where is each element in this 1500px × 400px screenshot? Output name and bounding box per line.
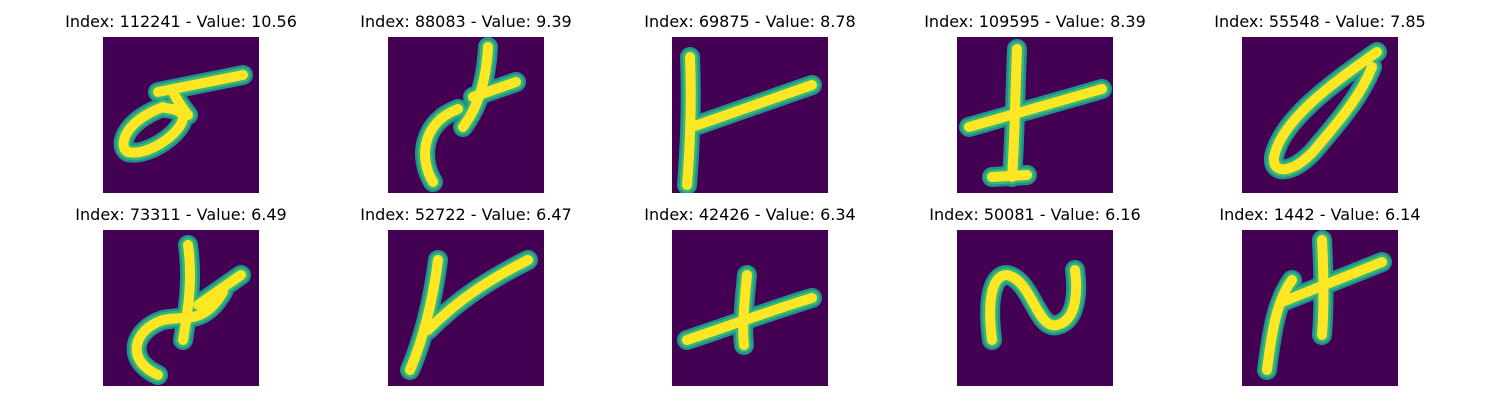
digit-image-svg (103, 37, 259, 193)
digit-image (672, 230, 828, 386)
digit-image (1242, 230, 1398, 386)
digit-image (957, 230, 1113, 386)
digit-image-svg (1242, 37, 1398, 193)
glyph-stroke (420, 104, 463, 187)
glyph-stroke (985, 265, 1082, 345)
digit-image-svg (957, 37, 1113, 193)
glyph-stroke (1317, 235, 1329, 340)
digit-image (388, 230, 544, 386)
panel-title: Index: 1442 - Value: 6.14 (1219, 205, 1421, 224)
panel-title: Index: 109595 - Value: 8.39 (924, 12, 1146, 31)
digit-image (957, 37, 1113, 193)
glyph-stroke (1269, 47, 1382, 175)
glyph-stroke (987, 170, 1032, 182)
glyph-stroke (405, 255, 443, 375)
glyph-stroke (1262, 275, 1297, 375)
digit-image-svg (388, 230, 544, 386)
glyph-stroke (682, 293, 817, 345)
digit-image-svg (672, 37, 828, 193)
digit-image (1242, 37, 1398, 193)
digit-image-svg (1242, 230, 1398, 386)
glyph-stroke (468, 77, 521, 102)
digit-image-svg (388, 37, 544, 193)
digit-image (672, 37, 828, 193)
panel-title: Index: 73311 - Value: 6.49 (75, 205, 287, 224)
glyph-stroke (964, 84, 1107, 132)
glyph-stroke (687, 80, 817, 132)
panel-title: Index: 112241 - Value: 10.56 (65, 12, 297, 31)
digit-image-svg (103, 230, 259, 386)
glyph-stroke (168, 87, 193, 120)
panel-title: Index: 69875 - Value: 8.78 (644, 12, 856, 31)
glyph-stroke (423, 255, 533, 335)
glyph-stroke (738, 270, 752, 350)
digit-image (103, 37, 259, 193)
digit-image-svg (672, 230, 828, 386)
glyph-stroke (118, 102, 188, 158)
panel-title: Index: 50081 - Value: 6.16 (929, 205, 1141, 224)
glyph-stroke (682, 52, 696, 190)
panel-title: Index: 42426 - Value: 6.34 (644, 205, 856, 224)
glyph-stroke (178, 240, 196, 345)
digit-image-svg (957, 230, 1113, 386)
glyph-stroke (131, 287, 228, 380)
glyph-stroke (193, 270, 246, 310)
glyph-stroke (1277, 257, 1387, 307)
panel-title: Index: 52722 - Value: 6.47 (360, 205, 572, 224)
panel-title: Index: 55548 - Value: 7.85 (1214, 12, 1426, 31)
digit-image (103, 230, 259, 386)
panel-title: Index: 88083 - Value: 9.39 (360, 12, 572, 31)
digit-image (388, 37, 544, 193)
